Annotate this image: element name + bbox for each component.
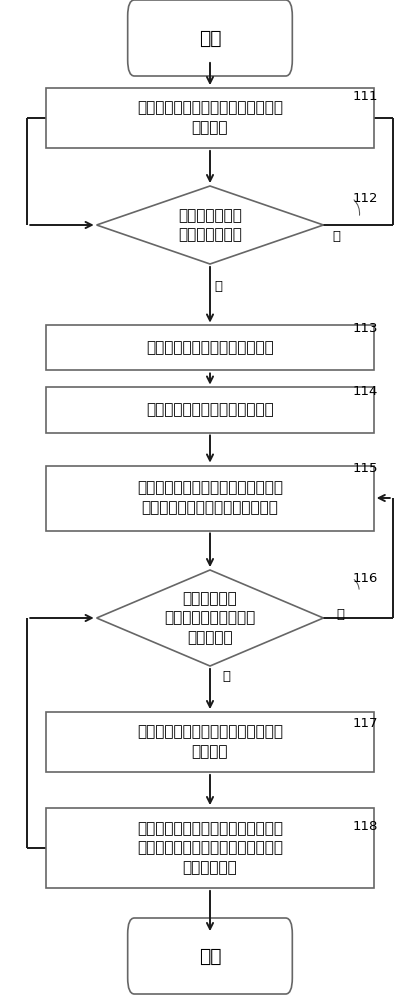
- Text: 116: 116: [353, 572, 378, 585]
- Text: 113: 113: [353, 322, 378, 335]
- Text: 获取组件的故障症状的检测方法: 获取组件的故障症状的检测方法: [146, 340, 274, 356]
- Text: 开始: 开始: [199, 28, 221, 47]
- Text: 117: 117: [353, 717, 378, 730]
- Text: 115: 115: [353, 462, 378, 475]
- FancyBboxPatch shape: [128, 918, 292, 994]
- Text: 是: 是: [223, 670, 231, 683]
- Text: 获取另一个故障症状和故障症状所对
应的组件: 获取另一个故障症状和故障症状所对 应的组件: [137, 725, 283, 759]
- Text: 保存组件的故障，组件的故障症状、
该故障症状的检测方法和修复方法: 保存组件的故障，组件的故障症状、 该故障症状的检测方法和修复方法: [137, 481, 283, 515]
- Bar: [46, 88, 374, 148]
- Bar: [46, 325, 374, 370]
- Text: 判断该故障症状
是否已经保存？: 判断该故障症状 是否已经保存？: [178, 208, 242, 242]
- Text: 114: 114: [353, 385, 378, 398]
- Text: 是: 是: [333, 230, 341, 243]
- Bar: [46, 466, 374, 530]
- Polygon shape: [97, 186, 323, 264]
- Polygon shape: [97, 570, 323, 666]
- Bar: [46, 387, 374, 432]
- Bar: [46, 712, 374, 772]
- Text: 否: 否: [214, 280, 222, 293]
- Bar: [46, 808, 374, 888]
- Text: 获取组件的故障症状的修复方法: 获取组件的故障症状的修复方法: [146, 402, 274, 418]
- Text: 否: 否: [336, 608, 344, 621]
- Text: 结束: 结束: [199, 946, 221, 966]
- Text: 判断是否有引
起该故障症状的另一个
故障症状？: 判断是否有引 起该故障症状的另一个 故障症状？: [164, 591, 256, 645]
- Text: 118: 118: [353, 820, 378, 833]
- FancyBboxPatch shape: [128, 0, 292, 76]
- Text: 111: 111: [353, 90, 378, 103]
- Text: 获取集群故障案例引起故障的组件和
故障症状: 获取集群故障案例引起故障的组件和 故障症状: [137, 101, 283, 135]
- Text: 112: 112: [353, 192, 378, 205]
- Text: 保存该故障症状与另一个故障症状之
间的依赖关系，把另一个故障症状作
为该故障症状: 保存该故障症状与另一个故障症状之 间的依赖关系，把另一个故障症状作 为该故障症状: [137, 821, 283, 875]
